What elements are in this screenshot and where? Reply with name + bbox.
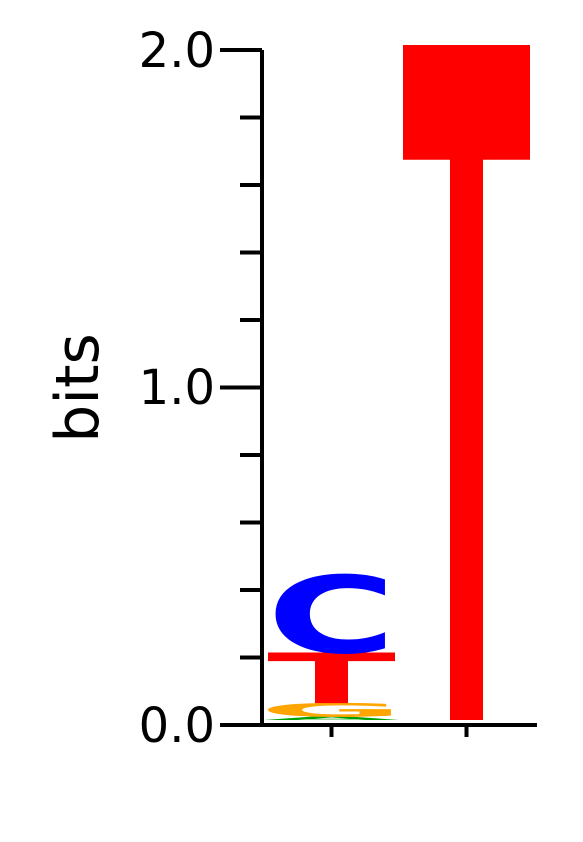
logo-stacks: AGC bbox=[259, 45, 530, 721]
letter-t-stem bbox=[314, 652, 349, 704]
y-tick-label: 2.0 bbox=[139, 23, 215, 79]
x-axis bbox=[262, 723, 537, 737]
y-axis-ticks bbox=[220, 48, 262, 727]
letter-glyph: C bbox=[267, 555, 396, 678]
logo-letter-G: G bbox=[259, 700, 404, 722]
logo-letter-C: C bbox=[267, 555, 396, 678]
x-axis-ticks bbox=[329, 725, 469, 737]
logo-letter-T bbox=[403, 45, 530, 720]
letter-t-stem bbox=[449, 45, 484, 720]
letter-glyph: A bbox=[263, 716, 400, 721]
logo-letter-T bbox=[268, 652, 395, 704]
y-tick-label: 0.0 bbox=[139, 698, 215, 754]
logo-letter-A: A bbox=[263, 716, 400, 721]
y-axis: 2.0 1.0 0.0 bits bbox=[43, 23, 264, 754]
y-tick-label: 1.0 bbox=[139, 360, 215, 416]
letter-glyph: G bbox=[259, 700, 404, 722]
y-axis-title: bits bbox=[43, 333, 113, 443]
